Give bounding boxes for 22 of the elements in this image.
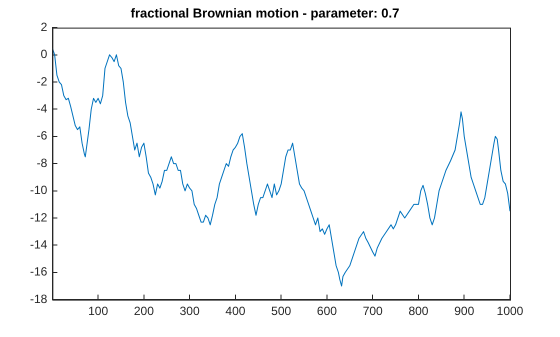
y-tick-label: -12	[30, 210, 48, 224]
x-tick-label: 1000	[496, 304, 524, 318]
y-tick-label: 0	[40, 47, 48, 62]
y-tick-label: -4	[36, 102, 48, 116]
x-tick-label: 800	[408, 304, 429, 318]
x-tick-label: 200	[134, 304, 154, 318]
x-tick-label: 900	[454, 304, 475, 318]
y-tick-label: -6	[36, 128, 48, 143]
x-tick-label: 600	[316, 304, 338, 318]
y-tick-label: -2	[36, 74, 48, 88]
y-tick-label: -14	[30, 238, 48, 252]
x-tick-label: 300	[180, 304, 200, 318]
y-tick-label: 2	[40, 20, 48, 34]
x-tick-label: 100	[88, 304, 108, 318]
x-tick-label: 500	[271, 304, 292, 318]
y-tick-label: -16	[30, 264, 48, 279]
y-tick-label: -8	[36, 156, 48, 170]
y-tick-label: -10	[30, 183, 48, 198]
chart-title: fractional Brownian motion - parameter: 0.7	[130, 5, 400, 20]
y-tick-label: -18	[30, 292, 48, 306]
x-tick-label: 400	[225, 304, 246, 318]
x-tick-label: 700	[362, 304, 384, 318]
